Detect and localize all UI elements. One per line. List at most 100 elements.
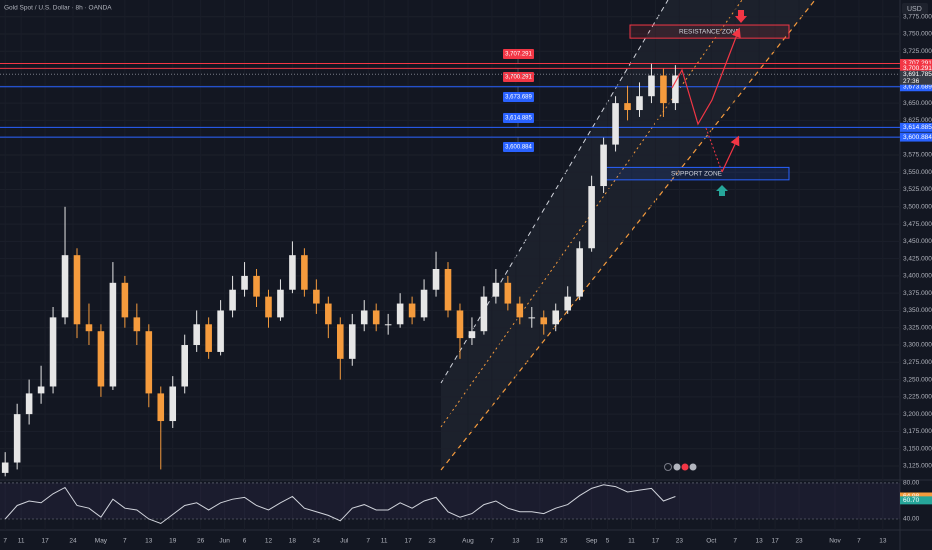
- candle-body: [408, 303, 416, 318]
- candle-body: [217, 310, 224, 352]
- x-tick-label: 7: [733, 538, 737, 545]
- x-tick-label: 13: [512, 538, 520, 545]
- x-tick-label: Nov: [829, 538, 841, 545]
- x-tick-label: Oct: [706, 538, 716, 545]
- y-tick-label: 3,750.000: [903, 31, 932, 38]
- x-tick-label: 11: [18, 538, 25, 545]
- y-tick-label: 3,525.000: [903, 186, 932, 193]
- level-tag-label: 3,600.884: [505, 145, 532, 151]
- x-tick-label: 7: [123, 538, 127, 545]
- candle-body: [325, 303, 332, 325]
- candle-body: [384, 324, 392, 326]
- candle-body: [444, 268, 452, 311]
- x-tick-label: Sep: [586, 538, 598, 545]
- y-tick-label: 3,475.000: [903, 221, 932, 228]
- candle-body: [133, 317, 141, 332]
- candle-body: [432, 268, 440, 290]
- x-tick-label: 11: [381, 538, 388, 545]
- candle-body: [372, 310, 380, 325]
- x-tick-label: 25: [560, 538, 568, 545]
- candle-body: [396, 303, 404, 325]
- y-tick-label: 3,175.000: [903, 428, 932, 435]
- rsi-tick-label: 80.00: [903, 480, 920, 487]
- x-tick-label: 17: [404, 538, 412, 545]
- x-tick-label: 7: [366, 538, 370, 545]
- candle-body: [301, 255, 308, 290]
- candle-body: [528, 317, 536, 319]
- level-tag: [503, 113, 534, 123]
- rsi-tag-label: 60.70: [903, 497, 920, 504]
- candle-body: [193, 324, 200, 346]
- candle-body: [600, 144, 607, 187]
- y-tick-label: 3,300.000: [903, 342, 932, 349]
- y-tick-label: 3,400.000: [903, 273, 932, 280]
- x-tick-label: 17: [41, 538, 49, 545]
- candle-body: [229, 289, 236, 311]
- y-tick-label: 3,350.000: [903, 307, 932, 314]
- candle-body: [25, 393, 33, 415]
- level-tag: [503, 142, 534, 152]
- price-tag: [900, 59, 932, 69]
- x-tick-label: 23: [795, 538, 803, 545]
- candle-body: [277, 289, 284, 318]
- y-tick-label: 3,250.000: [903, 376, 932, 383]
- y-tick-label: 3,625.000: [903, 117, 932, 124]
- price-tag-label: 3,614.885: [903, 124, 932, 131]
- x-tick-label: 7: [857, 538, 861, 545]
- candle-body: [348, 324, 356, 359]
- candle-body: [61, 255, 69, 318]
- x-tick-label: 13: [145, 538, 153, 545]
- y-tick-label: 3,325.000: [903, 324, 932, 331]
- price-tag: [900, 82, 932, 92]
- price-tag: [900, 132, 932, 142]
- x-tick-label: 24: [69, 538, 77, 545]
- candle-body: [456, 310, 464, 339]
- candle-body: [97, 331, 105, 387]
- candle-body: [648, 75, 655, 97]
- projection: [671, 10, 747, 196]
- candle-body: [588, 186, 595, 249]
- rsi-band: [0, 482, 900, 519]
- x-tick-label: 7: [3, 538, 7, 545]
- candle-body: [660, 75, 667, 104]
- x-tick-label: 23: [676, 538, 684, 545]
- currency-button[interactable]: [902, 3, 928, 14]
- x-tick-label: 5: [606, 538, 610, 545]
- price-tag: [900, 63, 932, 73]
- x-tick-label: 24: [313, 538, 321, 545]
- x-tick-label: May: [95, 538, 108, 545]
- y-tick-label: 3,125.000: [903, 463, 932, 470]
- x-tick-label: 26: [197, 538, 205, 545]
- price-tag-label: 3,707.291: [903, 60, 932, 67]
- candle-body: [169, 386, 177, 422]
- currency[interactable]: USD: [907, 6, 922, 13]
- x-tick-label: 23: [428, 538, 436, 545]
- price-tag: [900, 122, 932, 132]
- x-tick-label: 17: [772, 538, 780, 545]
- x-tick-label: 19: [536, 538, 544, 545]
- candle-body: [420, 289, 428, 318]
- candle-body: [552, 310, 560, 325]
- y-tick-label: 3,450.000: [903, 238, 932, 245]
- candle-body: [636, 96, 643, 111]
- candle-body: [672, 75, 679, 104]
- candle-body: [37, 386, 45, 394]
- countdown: 27:36: [903, 78, 920, 85]
- x-tick-label: 13: [756, 538, 764, 545]
- y-tick-label: 3,150.000: [903, 445, 932, 452]
- level-tag-label: 3,700.291: [505, 75, 532, 81]
- candle-body: [468, 331, 476, 339]
- level-tag-label: 3,673.689: [505, 95, 532, 101]
- candle-body: [49, 317, 57, 387]
- level-tag-label: 3,614.885: [505, 116, 532, 122]
- candle-body: [564, 296, 571, 311]
- candle-body: [516, 303, 524, 318]
- last-price-label: 3,691.785: [903, 71, 932, 78]
- candle-body: [313, 289, 320, 304]
- level-tag-label: 3,707.291: [505, 52, 532, 58]
- y-tick-label: 3,775.000: [903, 13, 932, 20]
- candle-body: [13, 414, 21, 463]
- x-tick-label: 12: [265, 538, 273, 545]
- candle-body: [492, 282, 500, 297]
